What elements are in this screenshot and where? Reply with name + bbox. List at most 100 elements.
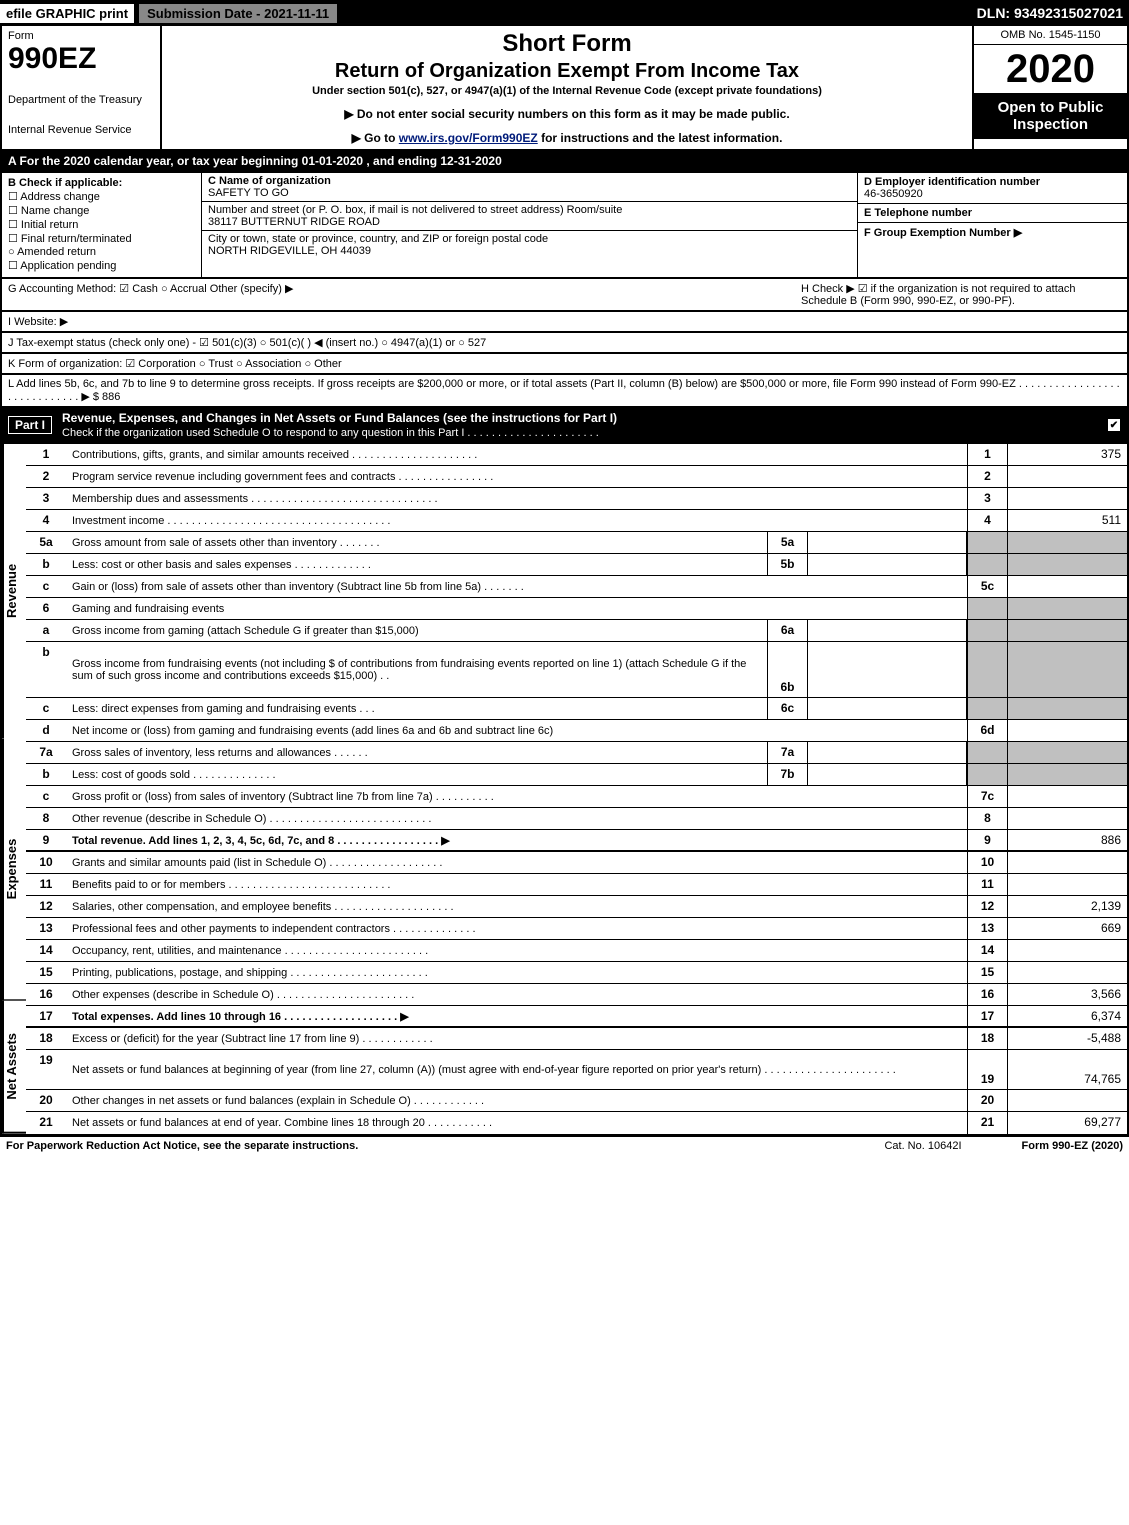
chk-final[interactable]: ☐ Final return/terminated: [8, 232, 195, 245]
r19-val: 74,765: [1007, 1050, 1127, 1089]
line-h: H Check ▶ ☑ if the organization is not r…: [801, 282, 1121, 307]
r17-val: 6,374: [1007, 1006, 1127, 1026]
chk-name[interactable]: ☐ Name change: [8, 204, 195, 217]
r4-desc: Investment income . . . . . . . . . . . …: [66, 510, 967, 531]
side-labels: Revenue Expenses Net Assets: [2, 444, 26, 1134]
r18-val: -5,488: [1007, 1028, 1127, 1049]
submission-date: Submission Date - 2021-11-11: [138, 3, 338, 24]
box-b: B Check if applicable: ☐ Address change …: [2, 173, 202, 277]
r8-desc: Other revenue (describe in Schedule O) .…: [66, 808, 967, 829]
box-c: C Name of organization SAFETY TO GO Numb…: [202, 173, 857, 277]
row-14: 14Occupancy, rent, utilities, and mainte…: [26, 940, 1127, 962]
r1-val: 375: [1007, 444, 1127, 465]
row-12: 12Salaries, other compensation, and empl…: [26, 896, 1127, 918]
org-name-row: C Name of organization SAFETY TO GO: [202, 173, 857, 202]
r20-rn: 20: [967, 1090, 1007, 1111]
row-2: 2Program service revenue including gover…: [26, 466, 1127, 488]
r6c-val: [1007, 698, 1127, 719]
footer: For Paperwork Reduction Act Notice, see …: [0, 1136, 1129, 1155]
r11-val: [1007, 874, 1127, 895]
part1-title: Revenue, Expenses, and Changes in Net As…: [62, 411, 1107, 439]
r6b-m: 6b: [767, 642, 807, 697]
side-netassets: Net Assets: [2, 1001, 26, 1134]
r9-val: 886: [1007, 830, 1127, 850]
chk-pending[interactable]: ☐ Application pending: [8, 259, 195, 272]
phone-row: E Telephone number: [858, 204, 1127, 223]
r18-num: 18: [26, 1028, 66, 1049]
r6-desc: Gaming and fundraising events: [66, 598, 967, 619]
r17-num: 17: [26, 1006, 66, 1026]
row-15: 15Printing, publications, postage, and s…: [26, 962, 1127, 984]
grid-body: 1Contributions, gifts, grants, and simil…: [26, 444, 1127, 1134]
row-19: 19Net assets or fund balances at beginni…: [26, 1050, 1127, 1090]
chk-initial[interactable]: ☐ Initial return: [8, 218, 195, 231]
row-9: 9Total revenue. Add lines 1, 2, 3, 4, 5c…: [26, 830, 1127, 852]
r13-desc: Professional fees and other payments to …: [66, 918, 967, 939]
ein-row: D Employer identification number 46-3650…: [858, 173, 1127, 204]
org-city-label: City or town, state or province, country…: [208, 233, 851, 245]
r19-rn: 19: [967, 1050, 1007, 1089]
r12-desc: Salaries, other compensation, and employ…: [66, 896, 967, 917]
r7b-desc: Less: cost of goods sold . . . . . . . .…: [66, 764, 767, 785]
row-7a: 7aGross sales of inventory, less returns…: [26, 742, 1127, 764]
part1-checkbox[interactable]: ✔: [1107, 418, 1121, 432]
r7a-num: 7a: [26, 742, 66, 763]
chk-amended[interactable]: ○ Amended return: [8, 246, 195, 258]
form-title: Return of Organization Exempt From Incom…: [172, 60, 962, 83]
org-addr: 38117 BUTTERNUT RIDGE ROAD: [208, 216, 851, 228]
r11-num: 11: [26, 874, 66, 895]
r15-rn: 15: [967, 962, 1007, 983]
r5c-num: c: [26, 576, 66, 597]
row-10: 10Grants and similar amounts paid (list …: [26, 852, 1127, 874]
r2-val: [1007, 466, 1127, 487]
r6a-mv: [807, 620, 967, 641]
r6a-m: 6a: [767, 620, 807, 641]
r5a-mv: [807, 532, 967, 553]
r6-val: [1007, 598, 1127, 619]
goto-post: for instructions and the latest informat…: [538, 131, 783, 145]
r6b-rn: [967, 642, 1007, 697]
row-6b: bGross income from fundraising events (n…: [26, 642, 1127, 698]
chk-address[interactable]: ☐ Address change: [8, 190, 195, 203]
r10-desc: Grants and similar amounts paid (list in…: [66, 852, 967, 873]
top-bar: efile GRAPHIC print Submission Date - 20…: [0, 0, 1129, 26]
r21-num: 21: [26, 1112, 66, 1134]
r3-desc: Membership dues and assessments . . . . …: [66, 488, 967, 509]
r12-val: 2,139: [1007, 896, 1127, 917]
r11-desc: Benefits paid to or for members . . . . …: [66, 874, 967, 895]
part1-label: Part I: [8, 416, 52, 434]
group-exempt-row: F Group Exemption Number ▶: [858, 223, 1127, 242]
r3-rn: 3: [967, 488, 1007, 509]
r7a-rn: [967, 742, 1007, 763]
r5b-desc: Less: cost or other basis and sales expe…: [66, 554, 767, 575]
r7b-rn: [967, 764, 1007, 785]
r18-rn: 18: [967, 1028, 1007, 1049]
box-b-label: B Check if applicable:: [8, 177, 195, 189]
line-i: I Website: ▶: [0, 312, 1129, 333]
r1-num: 1: [26, 444, 66, 465]
goto-pre: ▶ Go to: [352, 131, 399, 145]
r13-rn: 13: [967, 918, 1007, 939]
org-name: SAFETY TO GO: [208, 187, 851, 199]
row-5a: 5aGross amount from sale of assets other…: [26, 532, 1127, 554]
dept-irs: Internal Revenue Service: [8, 124, 154, 136]
r5b-val: [1007, 554, 1127, 575]
r7b-val: [1007, 764, 1127, 785]
r10-num: 10: [26, 852, 66, 873]
irs-link[interactable]: www.irs.gov/Form990EZ: [399, 131, 538, 145]
row-11: 11Benefits paid to or for members . . . …: [26, 874, 1127, 896]
short-form-title: Short Form: [172, 30, 962, 58]
r7c-val: [1007, 786, 1127, 807]
r5c-desc: Gain or (loss) from sale of assets other…: [66, 576, 967, 597]
r7b-num: b: [26, 764, 66, 785]
r20-val: [1007, 1090, 1127, 1111]
r4-num: 4: [26, 510, 66, 531]
row-17: 17Total expenses. Add lines 10 through 1…: [26, 1006, 1127, 1028]
r6c-num: c: [26, 698, 66, 719]
org-city: NORTH RIDGEVILLE, OH 44039: [208, 245, 851, 257]
header-center: Short Form Return of Organization Exempt…: [162, 26, 972, 149]
row-20: 20Other changes in net assets or fund ba…: [26, 1090, 1127, 1112]
footer-right: Form 990-EZ (2020): [1022, 1140, 1123, 1152]
r6c-desc: Less: direct expenses from gaming and fu…: [66, 698, 767, 719]
r6d-val: [1007, 720, 1127, 741]
